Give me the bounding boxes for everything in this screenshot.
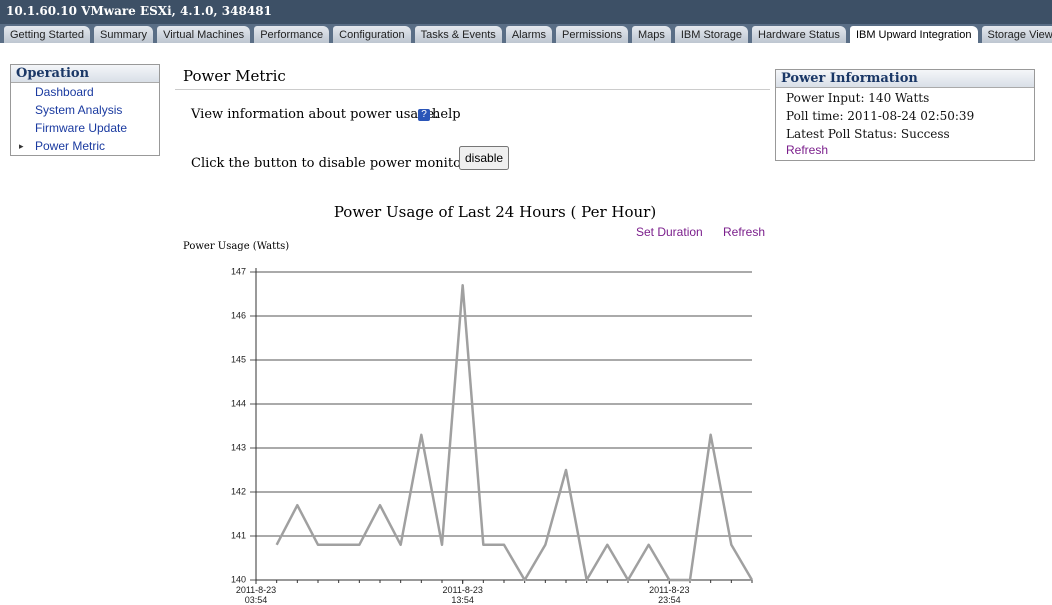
disable-text: Click the button to disable power monito… xyxy=(191,156,493,171)
y-tick-label: 142 xyxy=(231,486,246,496)
info-lines: Power Input: 140 Watts Poll time: 2011-08… xyxy=(776,88,1034,143)
y-tick-label: 145 xyxy=(231,354,246,364)
info-line: Power Input: 140 Watts xyxy=(786,91,930,105)
nav-link[interactable]: System Analysis xyxy=(35,103,123,117)
tab[interactable]: Permissions xyxy=(556,26,628,43)
help-link[interactable]: help xyxy=(432,107,461,122)
tab[interactable]: Summary xyxy=(94,26,154,43)
x-tick-label: 2011-8-23 03:54 xyxy=(235,585,277,605)
nav-link[interactable]: Firmware Update xyxy=(35,121,128,135)
tab[interactable]: Storage Views xyxy=(981,26,1052,43)
tab[interactable]: IBM Upward Integration xyxy=(849,26,978,43)
disable-button[interactable]: disable xyxy=(459,146,510,170)
refresh-link[interactable]: Refresh xyxy=(786,143,829,157)
tab[interactable]: IBM Storage xyxy=(674,26,748,43)
y-tick-label: 141 xyxy=(231,530,246,540)
tab[interactable]: Getting Started xyxy=(4,26,90,43)
help-icon[interactable]: ? xyxy=(418,109,430,121)
data-line xyxy=(275,283,754,582)
panel-title: Power Information xyxy=(776,70,1034,88)
y-tick-label: 143 xyxy=(231,442,246,452)
tab[interactable]: Configuration xyxy=(333,26,411,43)
window-title: 10.1.60.10 VMware ESXi, 4.1.0, 348481 xyxy=(0,0,1052,24)
info-line: Latest Poll Status: Success xyxy=(786,127,950,141)
page-title: Power Metric xyxy=(183,67,286,85)
nav-link[interactable]: Power Metric xyxy=(11,137,159,155)
tab[interactable]: Maps xyxy=(631,26,671,43)
info-text: View information about power usage. xyxy=(191,107,439,122)
panel-title: Operation xyxy=(11,65,159,83)
nav-link[interactable]: Dashboard xyxy=(35,85,94,99)
y-tick-label: 140 xyxy=(231,574,246,584)
operation-panel: Operation Dashboard System Analysis Firmwa… xyxy=(10,64,160,156)
refresh-link[interactable]: Refresh xyxy=(723,225,766,239)
set-duration-link[interactable]: Set Duration xyxy=(636,225,703,239)
tab[interactable]: Alarms xyxy=(505,26,553,43)
tab-bar: Getting Started Summary Virtual Machines Pe… xyxy=(0,24,1052,45)
x-tick-label: 2011-8-23 23:54 xyxy=(649,585,690,605)
y-tick-label: 146 xyxy=(231,310,246,320)
chart-title: Power Usage of Last 24 Hours ( Per Hour) xyxy=(333,203,657,221)
tab[interactable]: Tasks & Events xyxy=(414,26,502,43)
x-tick-label: 2011-8-23 13:54 xyxy=(442,585,483,605)
y-tick-label: 144 xyxy=(231,398,246,408)
tab[interactable]: Hardware Status xyxy=(752,26,846,43)
tab[interactable]: Virtual Machines xyxy=(157,26,251,43)
info-line: Poll time: 2011-08-24 02:50:39 xyxy=(786,109,975,123)
y-axis-label: Power Usage (Watts) xyxy=(183,241,290,252)
power-information-panel: Power Information Power Input: 140 Watts… xyxy=(775,69,1035,161)
divider xyxy=(175,89,770,90)
tab[interactable]: Performance xyxy=(254,26,330,43)
nav-list: Dashboard System Analysis Firmware Update P… xyxy=(11,83,159,155)
y-tick-label: 147 xyxy=(231,266,246,276)
